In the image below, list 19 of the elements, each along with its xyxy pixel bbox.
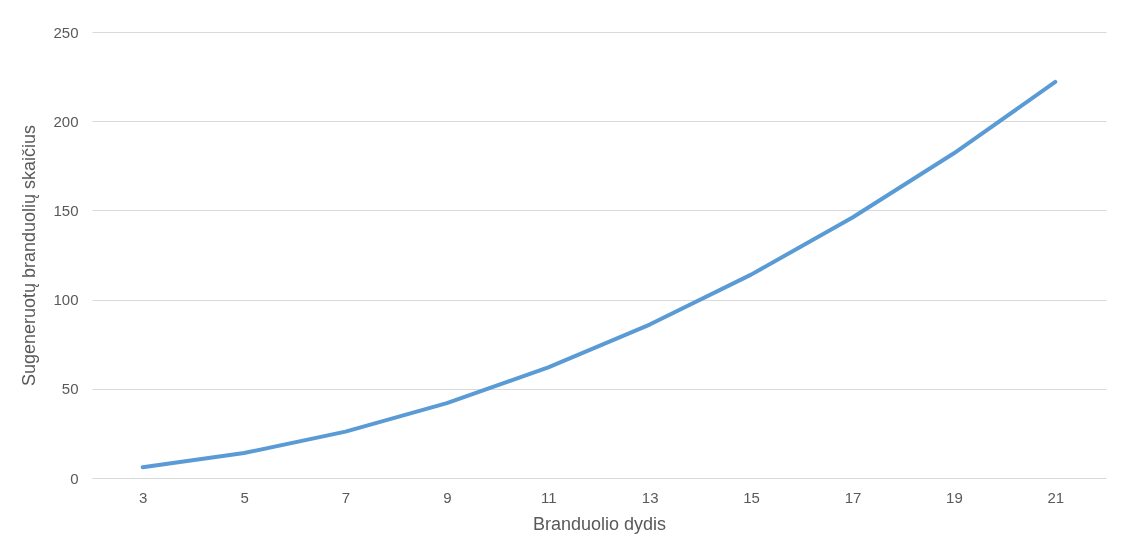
- y-tick-label: 50: [61, 380, 79, 398]
- x-tick-label: 11: [541, 488, 557, 506]
- y-tick-label: 200: [53, 112, 79, 130]
- x-tick-label: 17: [844, 488, 862, 506]
- y-axis-title: Sugeneruotų branduolių skaičius: [19, 124, 40, 387]
- y-tick-label: 150: [53, 201, 79, 219]
- x-tick-label: 7: [341, 488, 351, 506]
- x-tick-label: 13: [641, 488, 659, 506]
- y-tick-label: 250: [53, 23, 79, 41]
- x-tick-label: 5: [240, 488, 249, 506]
- y-tick-label: 0: [70, 469, 79, 487]
- x-tick-label: 19: [946, 488, 963, 506]
- x-tick-label: 15: [743, 488, 760, 506]
- x-tick-label: 3: [139, 488, 148, 506]
- y-tick-label: 100: [53, 291, 79, 309]
- x-tick-label: 21: [1047, 488, 1065, 506]
- x-axis-title: Branduolio dydis: [532, 513, 667, 534]
- line-series: [140, 79, 1058, 470]
- x-tick-label: 9: [443, 488, 452, 506]
